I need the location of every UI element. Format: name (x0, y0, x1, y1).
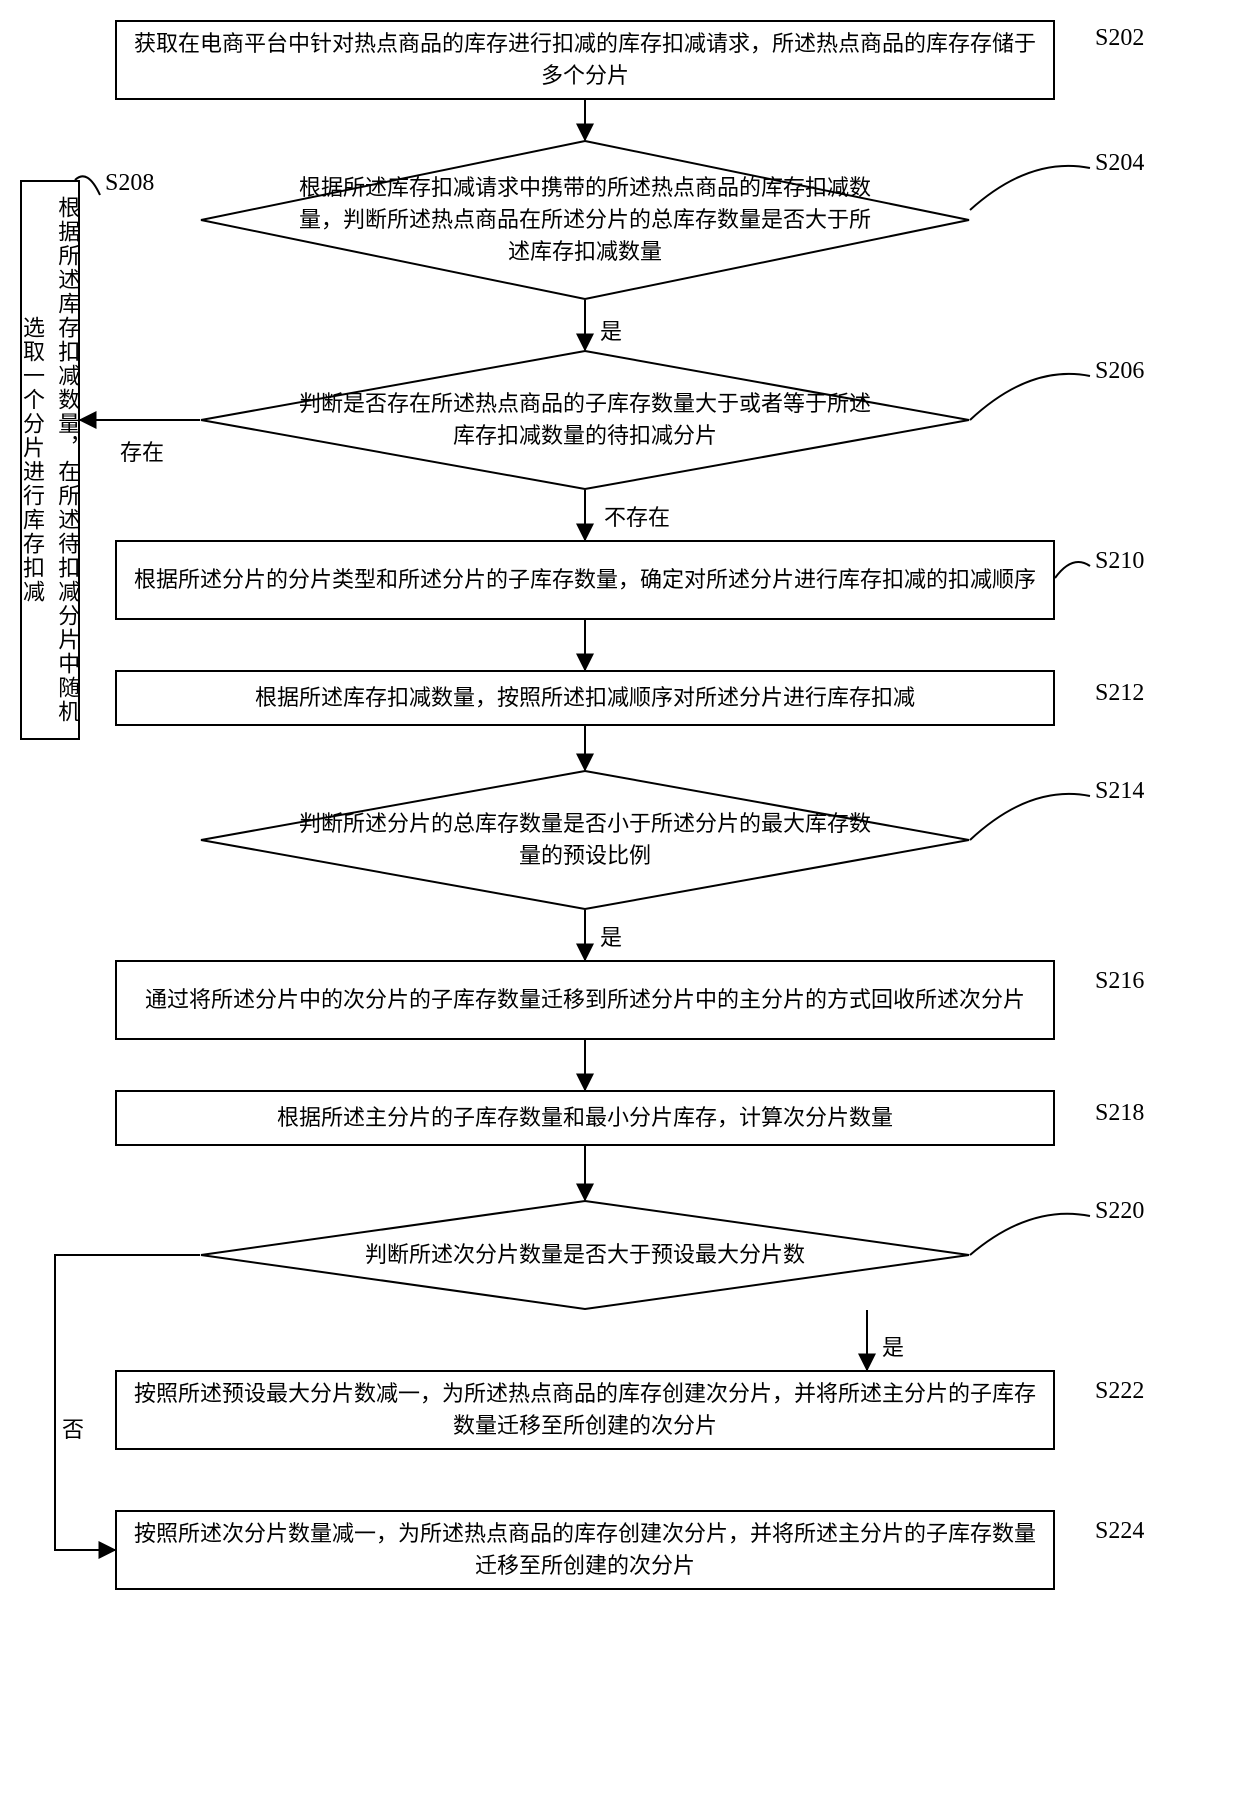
node-s204: 根据所述库存扣减请求中携带的所述热点商品的库存扣减数量，判断所述热点商品在所述分… (200, 140, 970, 300)
step-label-S210: S210 (1095, 548, 1144, 575)
step-label-S214: S214 (1095, 778, 1144, 805)
edge-label-e_206_210: 不存在 (602, 500, 672, 532)
node-s218: 根据所述主分片的子库存数量和最小分片库存，计算次分片数量 (115, 1090, 1055, 1146)
node-text: 根据所述主分片的子库存数量和最小分片库存，计算次分片数量 (277, 1102, 893, 1134)
node-text: 判断所述分片的总库存数量是否小于所述分片的最大库存数量的预设比例 (290, 808, 880, 872)
flowchart-canvas: 获取在电商平台中针对热点商品的库存进行扣减的库存扣减请求，所述热点商品的库存存储… (0, 0, 1240, 1800)
step-label-S220: S220 (1095, 1198, 1144, 1225)
node-s220: 判断所述次分片数量是否大于预设最大分片数 (200, 1200, 970, 1310)
node-text: 按照所述预设最大分片数减一，为所述热点商品的库存创建次分片，并将所述主分片的子库… (131, 1378, 1039, 1442)
step-label-S204: S204 (1095, 150, 1144, 177)
edge-label-e_220_222: 是 (880, 1330, 906, 1362)
step-label-S222: S222 (1095, 1378, 1144, 1405)
node-text: 通过将所述分片中的次分片的子库存数量迁移到所述分片中的主分片的方式回收所述次分片 (145, 984, 1025, 1016)
node-text: 根据所述库存扣减请求中携带的所述热点商品的库存扣减数量，判断所述热点商品在所述分… (290, 172, 880, 268)
edge-label-e_220_224: 否 (60, 1412, 86, 1444)
node-text: 判断是否存在所述热点商品的子库存数量大于或者等于所述库存扣减数量的待扣减分片 (290, 388, 880, 452)
node-text: 根据所述库存扣减数量，在所述待扣减分片中随机选取一个分片进行库存扣减 (15, 192, 85, 728)
node-s202: 获取在电商平台中针对热点商品的库存进行扣减的库存扣减请求，所述热点商品的库存存储… (115, 20, 1055, 100)
node-s212: 根据所述库存扣减数量，按照所述扣减顺序对所述分片进行库存扣减 (115, 670, 1055, 726)
edge-label-e_206_208: 存在 (118, 435, 166, 467)
node-text: 获取在电商平台中针对热点商品的库存进行扣减的库存扣减请求，所述热点商品的库存存储… (131, 28, 1039, 92)
step-label-S218: S218 (1095, 1100, 1144, 1127)
edge-label-e_214_216: 是 (598, 920, 624, 952)
step-label-S212: S212 (1095, 680, 1144, 707)
step-label-S206: S206 (1095, 358, 1144, 385)
node-text: 判断所述次分片数量是否大于预设最大分片数 (365, 1239, 805, 1271)
node-s216: 通过将所述分片中的次分片的子库存数量迁移到所述分片中的主分片的方式回收所述次分片 (115, 960, 1055, 1040)
node-s222: 按照所述预设最大分片数减一，为所述热点商品的库存创建次分片，并将所述主分片的子库… (115, 1370, 1055, 1450)
node-text: 根据所述分片的分片类型和所述分片的子库存数量，确定对所述分片进行库存扣减的扣减顺… (134, 564, 1036, 596)
node-s210: 根据所述分片的分片类型和所述分片的子库存数量，确定对所述分片进行库存扣减的扣减顺… (115, 540, 1055, 620)
step-label-S224: S224 (1095, 1518, 1144, 1545)
node-text: 按照所述次分片数量减一，为所述热点商品的库存创建次分片，并将所述主分片的子库存数… (131, 1518, 1039, 1582)
node-s214: 判断所述分片的总库存数量是否小于所述分片的最大库存数量的预设比例 (200, 770, 970, 910)
node-text: 根据所述库存扣减数量，按照所述扣减顺序对所述分片进行库存扣减 (255, 682, 915, 714)
node-s206: 判断是否存在所述热点商品的子库存数量大于或者等于所述库存扣减数量的待扣减分片 (200, 350, 970, 490)
step-label-S202: S202 (1095, 25, 1144, 52)
step-label-S216: S216 (1095, 968, 1144, 995)
edge-label-e_204_206: 是 (598, 314, 624, 346)
step-label-S208: S208 (105, 170, 154, 197)
node-s224: 按照所述次分片数量减一，为所述热点商品的库存创建次分片，并将所述主分片的子库存数… (115, 1510, 1055, 1590)
node-s208: 根据所述库存扣减数量，在所述待扣减分片中随机选取一个分片进行库存扣减 (20, 180, 80, 740)
